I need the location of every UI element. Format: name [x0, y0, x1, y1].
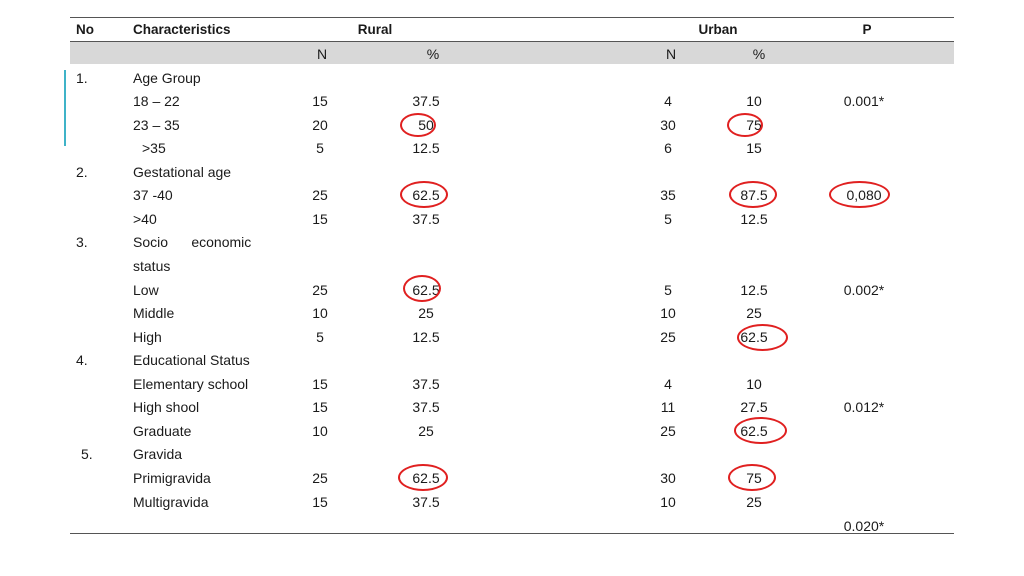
cell-rural-n: 15 — [312, 494, 328, 510]
row-number: 5. — [81, 446, 93, 462]
highlight-ring — [400, 181, 448, 208]
cell-rural-pct: 37.5 — [412, 93, 440, 109]
header-rural: Rural — [357, 22, 393, 37]
cell-p-value: 0.012* — [843, 399, 885, 415]
cell-rural-pct: 37.5 — [412, 211, 440, 227]
cell-rural-n: 25 — [312, 187, 328, 203]
cell-urban-n: 30 — [660, 470, 676, 486]
highlight-ring — [398, 464, 448, 491]
row-label: Gestational age — [133, 164, 232, 180]
cell-rural-n: 15 — [312, 399, 328, 415]
cell-urban-n: 10 — [660, 494, 676, 510]
subheader-urban-pct: % — [752, 46, 766, 62]
row-label: Low — [133, 282, 159, 298]
highlight-ring — [729, 181, 777, 208]
row-number: 2. — [76, 164, 88, 180]
cell-rural-n: 15 — [312, 376, 328, 392]
cell-rural-n: 15 — [312, 93, 328, 109]
cell-urban-n: 10 — [660, 305, 676, 321]
cell-urban-pct: 15 — [746, 140, 762, 156]
cell-urban-pct: 27.5 — [740, 399, 768, 415]
cell-urban-pct: 25 — [746, 305, 762, 321]
cell-rural-n: 25 — [312, 282, 328, 298]
cell-rural-n: 10 — [312, 305, 328, 321]
row-label: Primigravida — [133, 470, 211, 486]
cell-urban-n: 4 — [664, 376, 672, 392]
row-label: High shool — [133, 399, 200, 415]
row-number: 4. — [76, 352, 88, 368]
row-number: 1. — [76, 70, 88, 86]
subheader-rural-pct: % — [426, 46, 440, 62]
cell-urban-n: 4 — [664, 93, 672, 109]
subheader-urban-n: N — [665, 46, 677, 62]
accent-bar — [64, 70, 66, 146]
row-label: Socio economic — [133, 234, 252, 250]
row-label: Middle — [133, 305, 175, 321]
highlight-ring — [737, 324, 788, 351]
header-no: No — [76, 22, 94, 37]
cell-urban-n: 30 — [660, 117, 676, 133]
highlight-ring — [734, 417, 787, 444]
cell-urban-n: 5 — [664, 282, 672, 298]
cell-urban-n: 11 — [660, 399, 676, 415]
cell-rural-pct: 25 — [418, 423, 434, 439]
highlight-ring — [400, 113, 436, 137]
header-characteristics: Characteristics — [133, 22, 231, 37]
cell-urban-n: 25 — [660, 423, 676, 439]
cell-rural-pct: 25 — [418, 305, 434, 321]
row-label: >40 — [133, 211, 157, 227]
row-number: 3. — [76, 234, 88, 250]
cell-urban-pct: 25 — [746, 494, 762, 510]
row-label: >35 — [142, 140, 166, 156]
cell-urban-n: 6 — [664, 140, 672, 156]
row-label: 18 – 22 — [133, 93, 180, 109]
cell-rural-n: 10 — [312, 423, 328, 439]
row-label: status — [133, 258, 171, 274]
cell-p-value: 0.001* — [843, 93, 885, 109]
table-top-rule — [70, 17, 954, 18]
highlight-ring — [728, 464, 776, 491]
cell-rural-pct: 37.5 — [412, 376, 440, 392]
cell-urban-pct: 12.5 — [740, 211, 768, 227]
cell-rural-n: 20 — [312, 117, 328, 133]
cell-rural-n: 25 — [312, 470, 328, 486]
highlight-ring — [829, 181, 890, 208]
row-label: Graduate — [133, 423, 192, 439]
subheader-rural-n: N — [316, 46, 328, 62]
cell-p-value: 0.020* — [843, 518, 885, 534]
cell-rural-n: 5 — [316, 140, 324, 156]
cell-urban-n: 5 — [664, 211, 672, 227]
row-label: Elementary school — [133, 376, 249, 392]
highlight-ring — [727, 113, 763, 137]
cell-rural-pct: 12.5 — [412, 329, 440, 345]
cell-p-value: 0.002* — [843, 282, 885, 298]
cell-urban-pct: 10 — [746, 93, 762, 109]
row-label: Gravida — [133, 446, 183, 462]
cell-rural-pct: 37.5 — [412, 494, 440, 510]
header-urban: Urban — [698, 22, 738, 37]
row-label: 23 – 35 — [133, 117, 180, 133]
cell-rural-n: 15 — [312, 211, 328, 227]
row-label: Age Group — [133, 70, 201, 86]
row-label: Educational Status — [133, 352, 250, 368]
cell-rural-pct: 12.5 — [412, 140, 440, 156]
row-label: Multigravida — [133, 494, 209, 510]
row-label: 37 -40 — [133, 187, 173, 203]
highlight-ring — [403, 275, 441, 302]
table-bottom-rule — [70, 533, 954, 534]
cell-rural-n: 5 — [316, 329, 324, 345]
header-p: P — [862, 22, 872, 37]
row-label: High — [133, 329, 162, 345]
cell-urban-n: 25 — [660, 329, 676, 345]
cell-urban-pct: 12.5 — [740, 282, 768, 298]
cell-urban-n: 35 — [660, 187, 676, 203]
table-header-rule — [70, 41, 954, 42]
cell-urban-pct: 10 — [746, 376, 762, 392]
cell-rural-pct: 37.5 — [412, 399, 440, 415]
subheader-band — [70, 42, 954, 64]
